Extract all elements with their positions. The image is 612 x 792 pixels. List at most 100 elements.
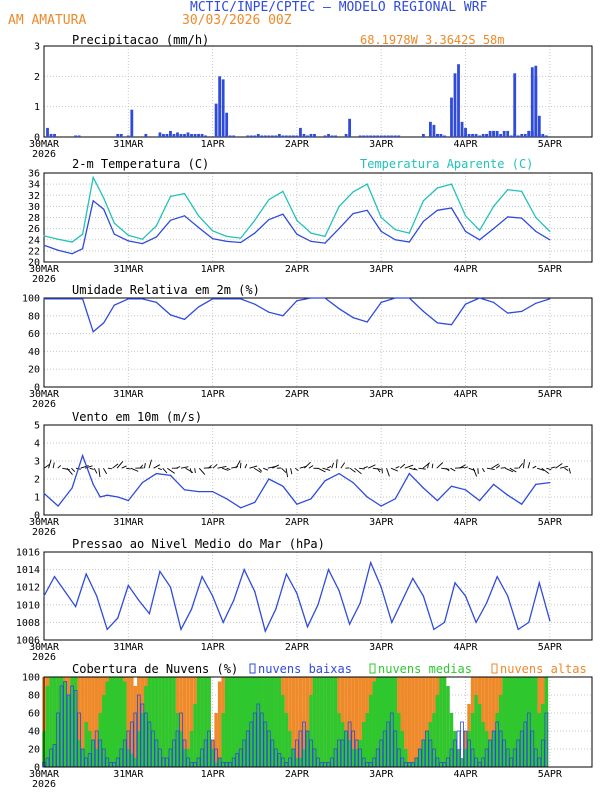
- cloud-mid-bar: [446, 686, 450, 767]
- cloud-mid-bar: [168, 677, 173, 767]
- temp-line-point: [240, 241, 242, 244]
- cloud-high-bar: [77, 677, 81, 767]
- y-tick-label: 100: [22, 673, 40, 684]
- cloud-mid-bar: [368, 695, 373, 767]
- precip-bar: [270, 135, 274, 137]
- cloud-mid-bar: [193, 704, 197, 767]
- cloud-mid-bar: [477, 704, 482, 767]
- temp-line-point: [521, 217, 523, 219]
- wind-arrow: [203, 467, 212, 469]
- cloud-mid-bar: [365, 713, 369, 767]
- x-tick-label: 5APR: [538, 642, 563, 653]
- x-tick-label: 1APR: [201, 139, 226, 150]
- wind-speed-line-point: [254, 501, 256, 503]
- cloud-mid-bar: [519, 677, 524, 767]
- precip-bar: [193, 133, 197, 137]
- rh-line-point: [352, 317, 354, 319]
- x-tick-label: 31MAR: [113, 517, 144, 528]
- apparent-temp-line-point: [338, 205, 340, 207]
- wind-arrow: [235, 460, 241, 469]
- x-tick-label: 30MAR: [29, 642, 60, 653]
- cloud-mid-bar: [534, 677, 538, 767]
- cloud-mid-bar: [172, 677, 176, 767]
- pressure-line-point: [412, 577, 414, 580]
- cloud-mid-bar: [200, 677, 204, 767]
- precip-bar: [460, 121, 464, 137]
- pressure-line-point: [243, 569, 245, 571]
- cloud-mid-bar: [161, 677, 166, 767]
- x-tick-sublabel: 2026: [32, 274, 56, 285]
- precip-bar: [488, 130, 492, 137]
- rh-line-point: [212, 298, 214, 300]
- pressure-line-point: [75, 606, 77, 608]
- wind-arrow: [546, 467, 552, 471]
- cloud-mid-bar: [133, 758, 138, 767]
- y-tick-label: 4: [34, 439, 40, 450]
- apparent-temp-line-point: [92, 176, 94, 178]
- precip-bar: [429, 121, 432, 137]
- temp-line-point: [212, 238, 214, 240]
- cloud-mid-bar: [505, 677, 510, 767]
- x-tick-sublabel: 2026: [32, 779, 56, 790]
- y-tick-label: 60: [28, 709, 40, 720]
- wind-arrow: [157, 467, 163, 471]
- precip-bar: [306, 135, 309, 137]
- apparent-temp-line-point: [103, 197, 105, 199]
- rh-line-point: [43, 298, 45, 300]
- precip-bar: [534, 65, 538, 137]
- wind-arrow: [66, 467, 73, 475]
- temp-line-point: [71, 253, 73, 255]
- cloud-high-bar: [288, 677, 292, 767]
- cloud-mid-bar: [463, 749, 468, 767]
- x-tick-label: 30MAR: [29, 389, 60, 400]
- temp-line-point: [436, 209, 438, 211]
- rh-line-point: [240, 298, 242, 300]
- wind-speed-line-point: [240, 507, 242, 509]
- wind-arrow: [564, 467, 569, 472]
- apparent-temp-line-point: [43, 235, 45, 237]
- cloud-mid-bar: [411, 762, 415, 767]
- cloud-mid-bar: [527, 677, 531, 767]
- apparent-temp-line-point: [535, 216, 537, 219]
- temp-line-point: [549, 239, 551, 241]
- y-tick-label: 0: [34, 133, 40, 144]
- wind-arrow: [418, 467, 426, 470]
- cloud-mid-bar: [509, 677, 513, 767]
- cloud-mid-bar: [390, 677, 394, 767]
- rh-line-point: [268, 311, 270, 313]
- temp-line-point: [366, 209, 368, 211]
- wind-arrow: [98, 468, 101, 478]
- cloud-mid-bar: [158, 677, 162, 767]
- cloud-mid-bar: [488, 740, 492, 767]
- precip-bar: [183, 133, 186, 137]
- precip-bar: [520, 133, 524, 137]
- wind-arrow: [354, 467, 362, 475]
- cloud-mid-bar: [140, 713, 145, 767]
- x-tick-label: 1APR: [201, 264, 226, 275]
- cloud-mid-bar: [474, 695, 478, 767]
- pressure-line-point: [338, 590, 340, 592]
- panel-title: 2-m Temperatura (C): [72, 157, 209, 171]
- cloud-mid-bar: [407, 762, 412, 767]
- cloud-mid-bar: [421, 740, 426, 767]
- wind-arrow: [472, 468, 478, 477]
- precip-bar: [516, 135, 520, 137]
- wind-arrow: [527, 461, 531, 469]
- apparent-temp-line-point: [169, 195, 172, 197]
- panel-title: Precipitacao (mm/h): [72, 33, 209, 47]
- cloud-mid-bar: [372, 681, 376, 767]
- apparent-temp-line-point: [450, 183, 453, 185]
- wind-arrow: [372, 467, 382, 470]
- x-tick-label: 3APR: [369, 139, 394, 150]
- apparent-temp-line-point: [240, 237, 242, 239]
- pressure-line-point: [201, 576, 203, 578]
- cloud-high-bar: [488, 677, 492, 767]
- plot-frame: [43, 45, 593, 138]
- cloud-mid-bar: [530, 677, 535, 767]
- cloud-mid-bar: [414, 758, 419, 767]
- rh-line-point: [450, 324, 453, 326]
- precip-bar: [190, 133, 193, 137]
- wind-arrow: [107, 467, 112, 470]
- pressure-line-point: [486, 602, 488, 604]
- cloud-mid-bar: [253, 677, 257, 767]
